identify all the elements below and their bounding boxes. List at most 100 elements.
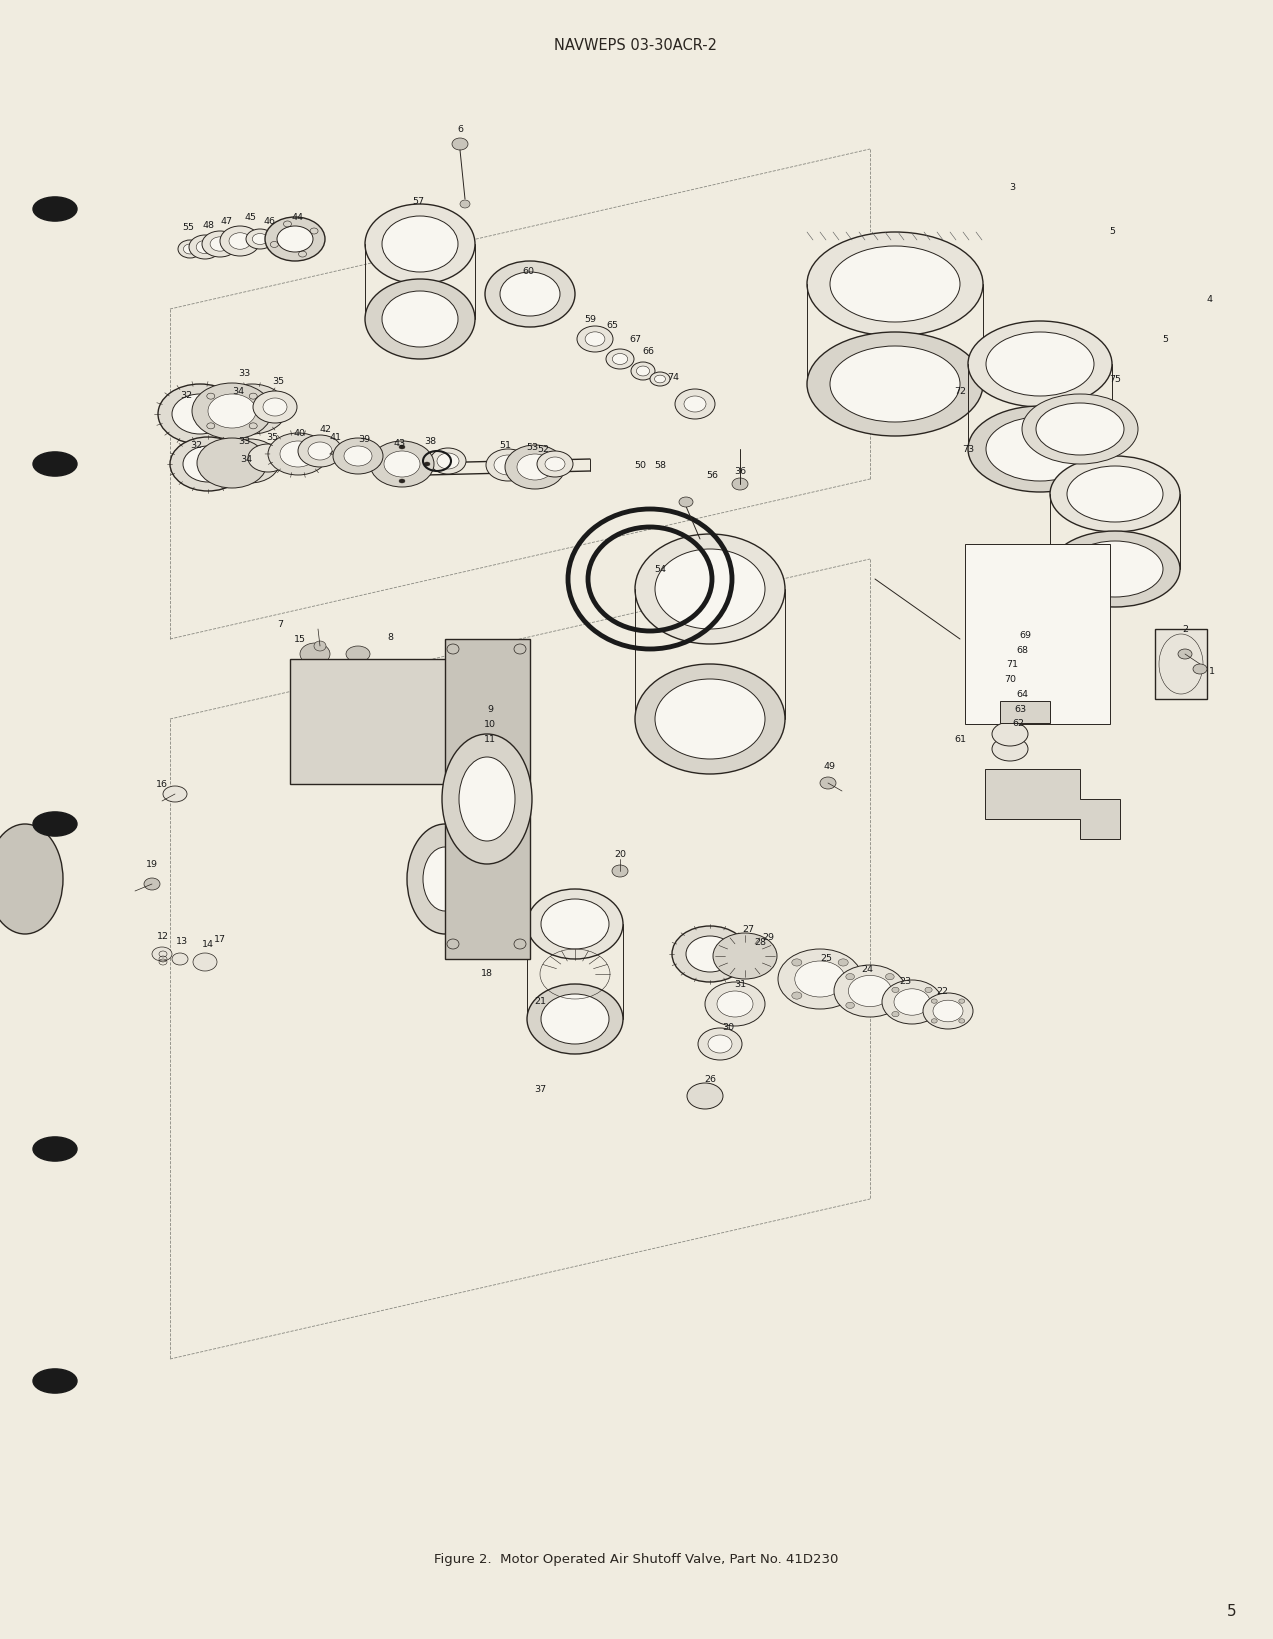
Text: 7: 7 bbox=[278, 620, 283, 629]
Polygon shape bbox=[950, 470, 1130, 790]
Ellipse shape bbox=[183, 244, 196, 254]
Text: 33: 33 bbox=[238, 369, 250, 377]
Text: 61: 61 bbox=[953, 734, 966, 744]
Ellipse shape bbox=[807, 333, 983, 436]
Ellipse shape bbox=[384, 452, 420, 477]
Ellipse shape bbox=[932, 1000, 937, 1003]
Ellipse shape bbox=[1022, 395, 1138, 465]
Ellipse shape bbox=[717, 992, 754, 1018]
Ellipse shape bbox=[612, 865, 628, 877]
Ellipse shape bbox=[216, 385, 286, 434]
Ellipse shape bbox=[252, 234, 267, 246]
Ellipse shape bbox=[1050, 531, 1180, 608]
Text: 29: 29 bbox=[763, 933, 774, 942]
Ellipse shape bbox=[792, 959, 802, 967]
Ellipse shape bbox=[684, 397, 707, 413]
Ellipse shape bbox=[163, 787, 187, 803]
Ellipse shape bbox=[210, 238, 230, 252]
Ellipse shape bbox=[886, 974, 894, 980]
Text: 39: 39 bbox=[358, 436, 370, 444]
Ellipse shape bbox=[537, 452, 573, 477]
Ellipse shape bbox=[382, 292, 458, 347]
Ellipse shape bbox=[172, 954, 188, 965]
Ellipse shape bbox=[193, 954, 216, 972]
Ellipse shape bbox=[514, 644, 526, 654]
Ellipse shape bbox=[606, 349, 634, 370]
Ellipse shape bbox=[202, 231, 238, 257]
Text: 55: 55 bbox=[182, 223, 193, 233]
Text: 19: 19 bbox=[146, 860, 158, 869]
Text: 26: 26 bbox=[704, 1075, 715, 1083]
Text: 8: 8 bbox=[387, 633, 393, 642]
Text: 37: 37 bbox=[533, 1085, 546, 1093]
Ellipse shape bbox=[447, 939, 460, 949]
Ellipse shape bbox=[178, 241, 202, 259]
Polygon shape bbox=[446, 639, 530, 959]
Text: 3: 3 bbox=[1009, 182, 1015, 192]
Ellipse shape bbox=[1067, 541, 1164, 598]
Ellipse shape bbox=[33, 452, 76, 477]
Text: Figure 2.  Motor Operated Air Shutoff Valve, Part No. 41D230: Figure 2. Motor Operated Air Shutoff Val… bbox=[434, 1552, 838, 1565]
Text: 12: 12 bbox=[157, 933, 169, 941]
Ellipse shape bbox=[500, 272, 560, 316]
Ellipse shape bbox=[269, 434, 328, 475]
Text: 4: 4 bbox=[1207, 295, 1213, 305]
Text: 71: 71 bbox=[1006, 661, 1018, 669]
Bar bbox=[965, 544, 1110, 724]
Ellipse shape bbox=[987, 333, 1094, 397]
Ellipse shape bbox=[794, 962, 845, 998]
Ellipse shape bbox=[232, 449, 269, 475]
Ellipse shape bbox=[365, 205, 475, 285]
Ellipse shape bbox=[220, 439, 280, 484]
Text: 60: 60 bbox=[522, 267, 533, 277]
Text: 59: 59 bbox=[584, 315, 596, 325]
Text: 5: 5 bbox=[1109, 228, 1115, 236]
Text: 25: 25 bbox=[820, 954, 833, 964]
Text: 73: 73 bbox=[962, 446, 974, 454]
Ellipse shape bbox=[541, 900, 608, 949]
Ellipse shape bbox=[820, 777, 836, 790]
Ellipse shape bbox=[298, 436, 342, 467]
Ellipse shape bbox=[442, 734, 532, 864]
Text: 47: 47 bbox=[220, 218, 232, 226]
Ellipse shape bbox=[246, 229, 274, 249]
Bar bbox=[25, 824, 446, 934]
Text: 66: 66 bbox=[642, 347, 654, 356]
Ellipse shape bbox=[344, 447, 372, 467]
Text: 23: 23 bbox=[899, 977, 911, 987]
Text: 10: 10 bbox=[484, 720, 496, 729]
Ellipse shape bbox=[636, 367, 649, 377]
Ellipse shape bbox=[577, 326, 614, 352]
Text: 34: 34 bbox=[239, 456, 252, 464]
Ellipse shape bbox=[686, 936, 735, 972]
Ellipse shape bbox=[314, 641, 326, 652]
Text: 72: 72 bbox=[953, 387, 966, 397]
Ellipse shape bbox=[1193, 664, 1207, 675]
Ellipse shape bbox=[230, 393, 274, 426]
Ellipse shape bbox=[33, 813, 76, 836]
Polygon shape bbox=[1141, 220, 1195, 720]
Ellipse shape bbox=[992, 738, 1029, 762]
Ellipse shape bbox=[514, 939, 526, 949]
Ellipse shape bbox=[183, 447, 233, 484]
Text: 58: 58 bbox=[654, 461, 666, 469]
Ellipse shape bbox=[220, 226, 260, 257]
Text: 63: 63 bbox=[1013, 705, 1026, 715]
Text: 9: 9 bbox=[488, 705, 493, 715]
Text: 6: 6 bbox=[457, 126, 463, 134]
Ellipse shape bbox=[229, 234, 251, 251]
Ellipse shape bbox=[654, 375, 666, 384]
Text: 62: 62 bbox=[1012, 720, 1023, 728]
Text: 69: 69 bbox=[1018, 631, 1031, 641]
Text: 1: 1 bbox=[1209, 667, 1214, 675]
Text: 20: 20 bbox=[614, 851, 626, 859]
Ellipse shape bbox=[959, 1019, 965, 1023]
Ellipse shape bbox=[838, 992, 848, 1000]
Bar bbox=[290, 659, 475, 785]
Ellipse shape bbox=[845, 974, 854, 980]
Ellipse shape bbox=[656, 680, 765, 759]
Text: 53: 53 bbox=[526, 443, 538, 451]
Ellipse shape bbox=[365, 280, 475, 361]
Ellipse shape bbox=[792, 992, 802, 1000]
Text: 2: 2 bbox=[1183, 624, 1188, 634]
